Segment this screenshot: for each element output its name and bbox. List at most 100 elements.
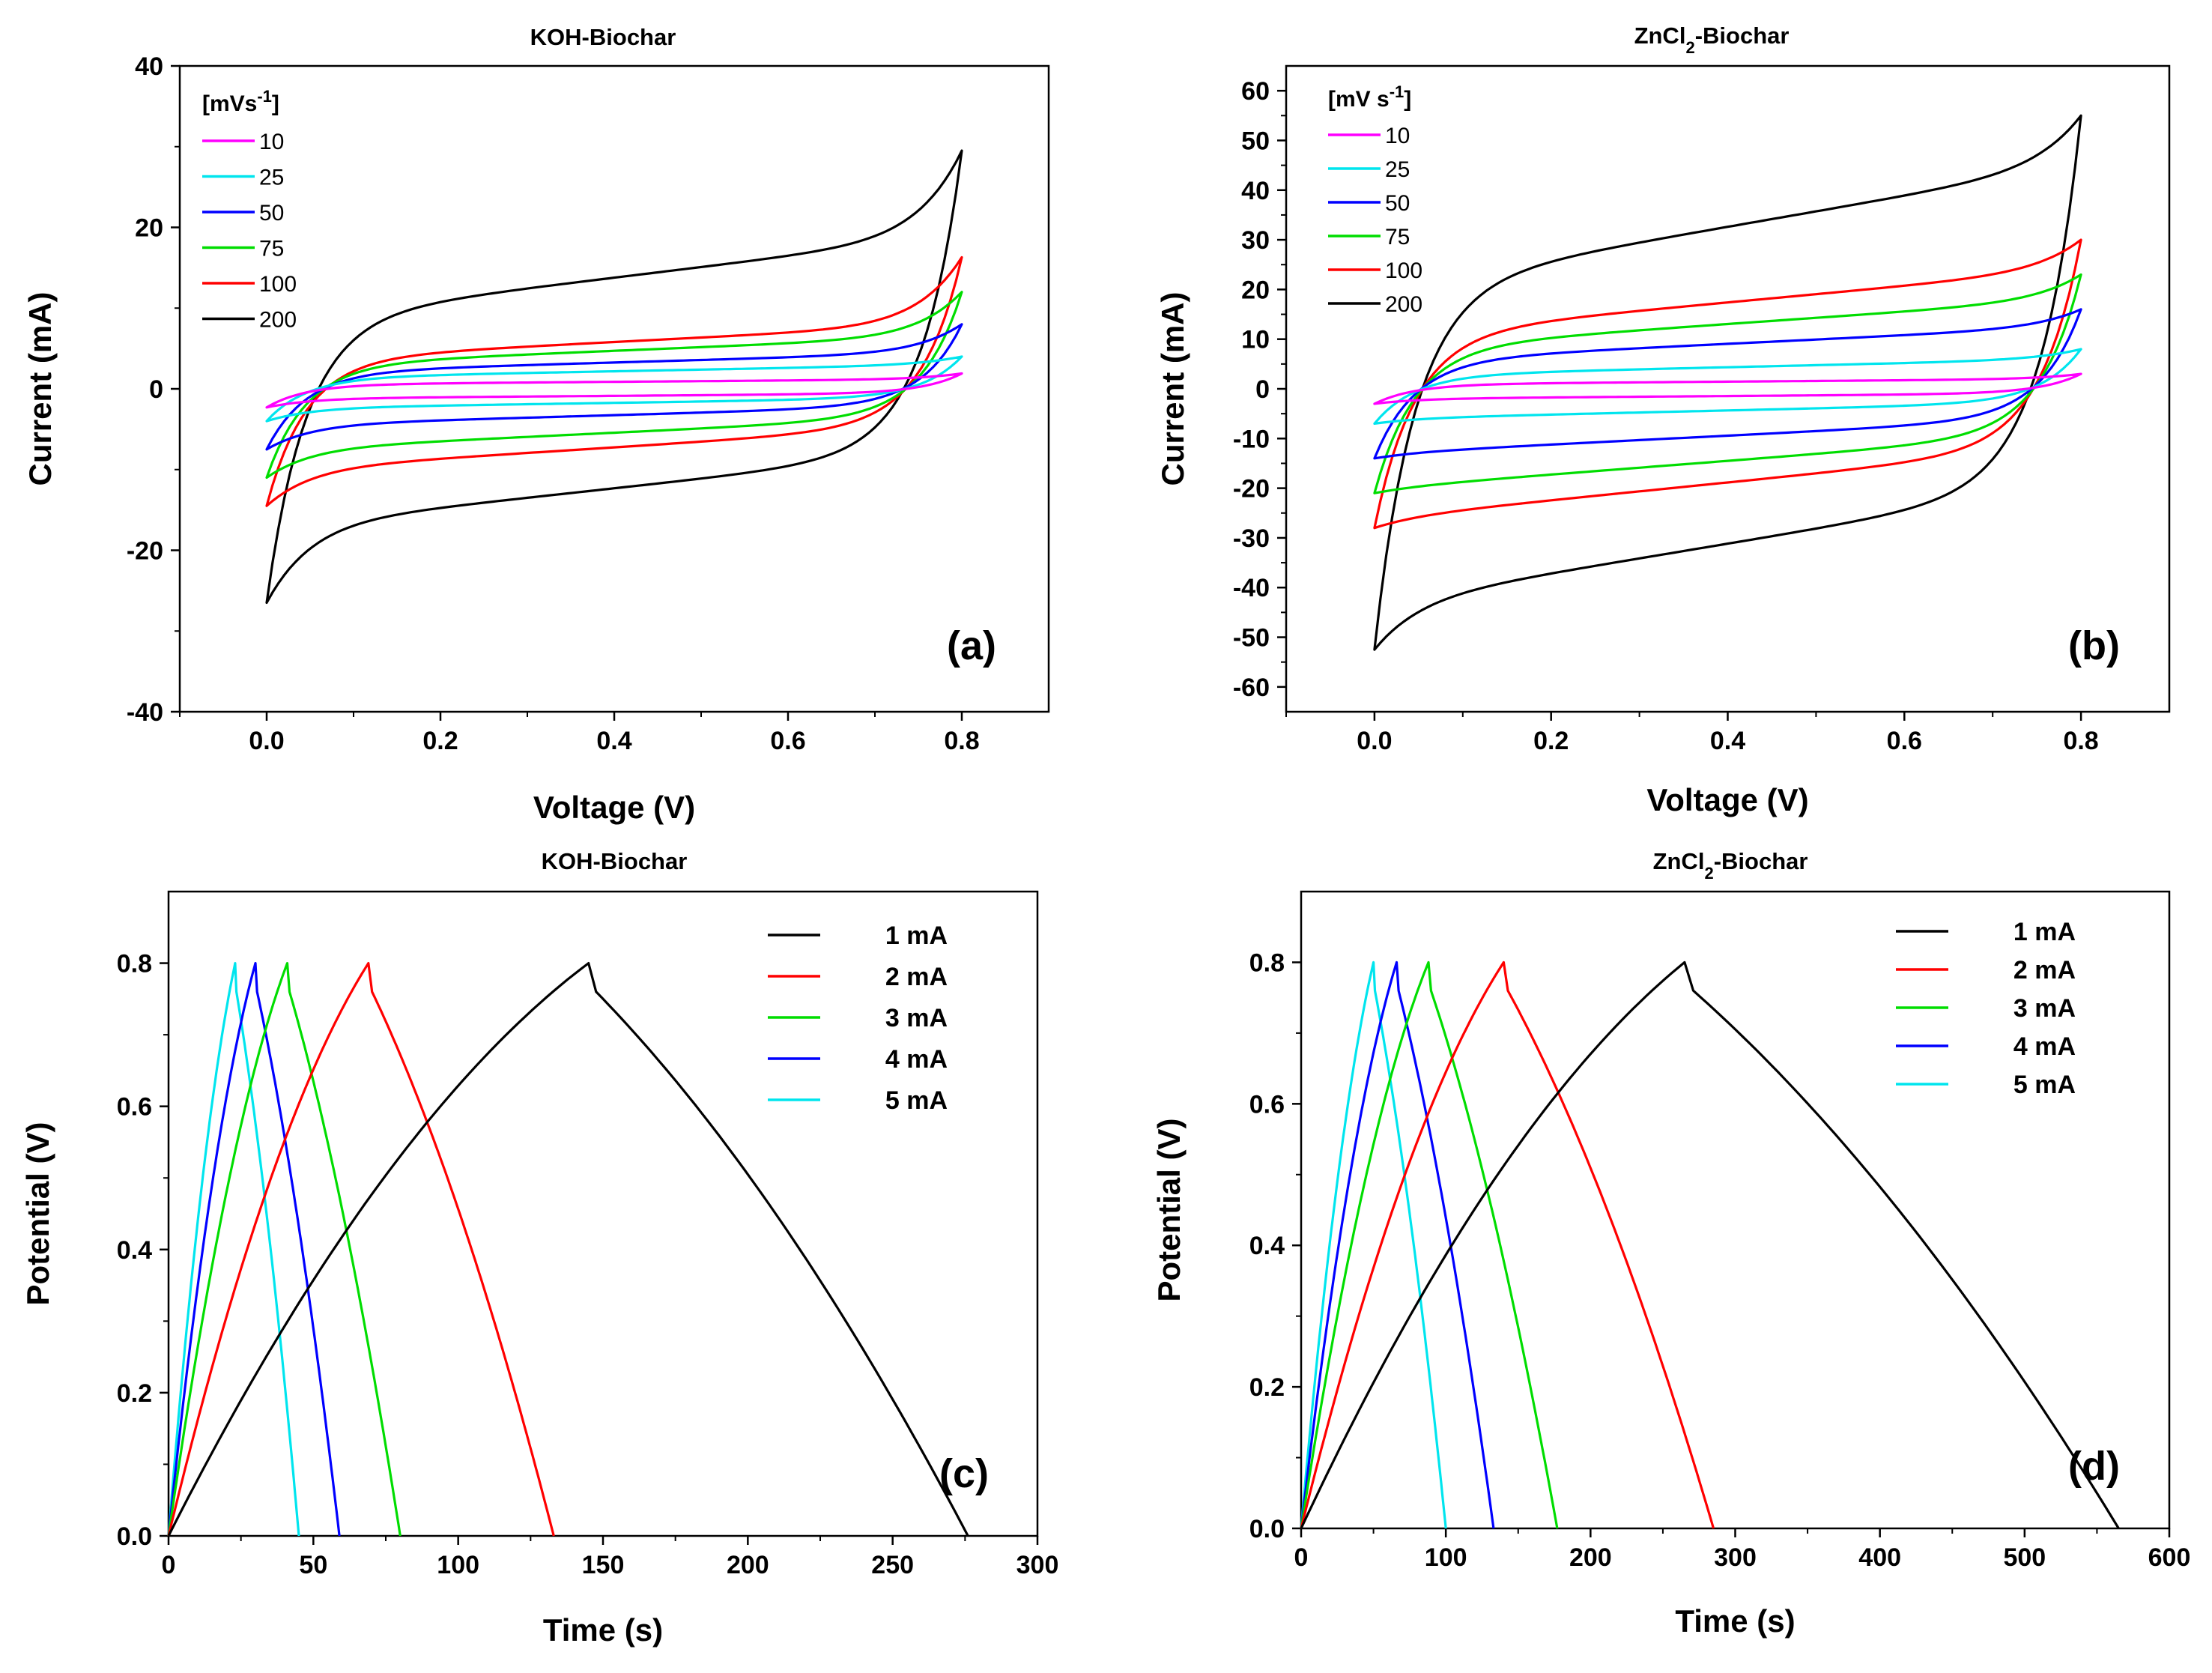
y-axis-label: Potential (V) (1151, 1118, 1187, 1301)
legend-label: 5 mA (885, 1086, 948, 1115)
chart-title: ZnCl2-Biochar (1634, 22, 1790, 57)
y-tick-label: 50 (1241, 127, 1270, 155)
y-tick-label: -40 (127, 698, 163, 727)
legend-label: 200 (259, 308, 297, 333)
y-tick-label: 40 (135, 52, 163, 81)
legend-title: [mVs-1] (202, 87, 279, 117)
x-tick-label: 0.6 (770, 727, 805, 755)
legend-label: 10 (259, 130, 284, 154)
y-tick-label: -60 (1233, 674, 1270, 702)
y-tick-label: 20 (1241, 276, 1270, 304)
x-tick-label: 50 (299, 1551, 327, 1579)
x-tick-label: 100 (437, 1551, 479, 1579)
legend-label: 200 (1385, 292, 1422, 317)
y-tick-label: 0.0 (1249, 1515, 1285, 1543)
gcd-curve-5-mA (167, 962, 300, 1537)
x-tick-label: 0 (1294, 1543, 1309, 1572)
cv-loop-100 (265, 255, 963, 507)
cv-loop-200 (1373, 114, 2082, 651)
y-tick-label: -40 (1233, 574, 1270, 602)
legend-label: 2 mA (2013, 956, 2076, 984)
y-tick-label: 0.6 (1249, 1090, 1285, 1119)
gcd-curve-4-mA (167, 962, 341, 1537)
legend-label: 4 mA (2013, 1032, 2076, 1061)
gcd-curve-2-mA (167, 962, 555, 1537)
cv-loop-75 (1373, 273, 2082, 494)
cv-loop-50 (265, 323, 963, 451)
x-tick-label: 200 (727, 1551, 769, 1579)
y-axis-label: Current (mA) (1155, 292, 1190, 486)
cv-loop-75 (265, 291, 963, 479)
chart-title: KOH-Biochar (542, 848, 688, 874)
x-tick-label: 600 (2148, 1543, 2191, 1572)
x-tick-label: 0 (162, 1551, 176, 1579)
x-tick-label: 0.4 (1710, 727, 1745, 755)
panel-label: (c) (939, 1451, 989, 1496)
x-axis-label: Time (s) (543, 1612, 663, 1648)
y-tick-label: 0.0 (117, 1522, 152, 1551)
y-tick-label: -10 (1233, 425, 1270, 453)
cv-loop-10 (265, 372, 963, 409)
gcd-curve-5-mA (1300, 960, 1447, 1529)
y-tick-label: 0.2 (117, 1379, 152, 1408)
panel-label: (b) (2068, 623, 2120, 668)
gcd-curve-1-mA (1300, 960, 2120, 1529)
legend-label: 4 mA (885, 1045, 948, 1074)
y-tick-label: 20 (135, 214, 163, 243)
x-tick-label: 0.2 (1533, 727, 1569, 755)
x-tick-label: 300 (1714, 1543, 1757, 1572)
y-tick-label: -50 (1233, 624, 1270, 653)
legend-label: 100 (259, 272, 297, 297)
chart-title: ZnCl2-Biochar (1653, 848, 1808, 883)
y-tick-label: 0 (149, 375, 163, 404)
y-tick-label: -30 (1233, 524, 1270, 553)
y-tick-label: 0.8 (1249, 949, 1285, 977)
gcd-curve-3-mA (1300, 960, 1559, 1529)
chart-panel-c: KOH-Biochar 0 50 100 150 200 250 300 0.0 0.2 0.4 0.… (20, 848, 1058, 1648)
legend-label: 10 (1385, 124, 1410, 148)
cv-loop-50 (1373, 308, 2082, 460)
x-axis-label: Voltage (V) (533, 790, 695, 825)
legend: 1 mA 2 mA 3 mA 4 mA 5 mA (768, 922, 948, 1115)
panel-label: (a) (947, 623, 996, 668)
legend-label: 1 mA (885, 922, 948, 950)
legend-label: 3 mA (885, 1004, 948, 1032)
plot-frame (1285, 64, 2171, 713)
chart-panel-b: ZnCl2-Biochar 0.0 0.2 0.4 0.6 0.8 -60 -50 -40 -30… (1155, 22, 2171, 817)
y-tick-label: 30 (1241, 226, 1270, 255)
series-group (1373, 114, 2082, 651)
x-tick-label: 0.4 (596, 727, 631, 755)
x-tick-label: 0.6 (1887, 727, 1922, 755)
chart-title: KOH-Biochar (530, 24, 676, 50)
x-tick-label: 0.2 (422, 727, 458, 755)
x-tick-label: 0.0 (249, 727, 284, 755)
x-tick-label: 200 (1569, 1543, 1612, 1572)
chart-panel-d: ZnCl2-Biochar 0 100 200 300 400 500 600 0.0 0.2 0.… (1151, 848, 2190, 1639)
cv-loop-200 (265, 149, 963, 605)
chart-panel-a: KOH-Biochar 0.0 0.2 0.4 0.6 0.8 -40 -20 0 20 40 Vol… (22, 24, 1050, 825)
x-tick-label: 100 (1425, 1543, 1467, 1572)
legend-label: 1 mA (2013, 918, 2076, 946)
cv-loop-25 (265, 355, 963, 423)
x-tick-label: 0.8 (944, 727, 979, 755)
panel-label: (d) (2068, 1444, 2120, 1489)
y-tick-label: 0.4 (1249, 1232, 1285, 1260)
y-tick-label: 0.8 (117, 950, 152, 978)
x-tick-label: 500 (2003, 1543, 2046, 1572)
series-group (1300, 960, 2120, 1529)
legend-label: 3 mA (2013, 994, 2076, 1023)
legend: 1 mA 2 mA 3 mA 4 mA 5 mA (1896, 918, 2076, 1099)
cv-loop-25 (1373, 348, 2082, 425)
x-tick-label: 150 (582, 1551, 625, 1579)
x-tick-label: 300 (1016, 1551, 1059, 1579)
y-tick-label: 0.4 (117, 1236, 152, 1265)
legend-label: 50 (259, 201, 284, 226)
gcd-curve-1-mA (167, 962, 969, 1537)
legend-title: [mV s-1] (1328, 82, 1411, 112)
cv-loop-100 (1373, 238, 2082, 530)
y-tick-label: 0.2 (1249, 1373, 1285, 1402)
gcd-curve-3-mA (167, 962, 402, 1537)
plot-frame (178, 64, 1050, 713)
legend-label: 75 (1385, 225, 1410, 249)
